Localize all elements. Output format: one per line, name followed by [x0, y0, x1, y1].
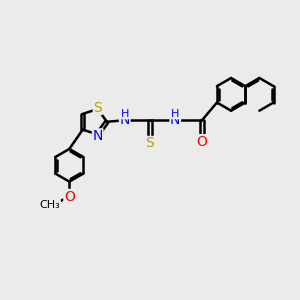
Text: S: S [93, 100, 102, 115]
Text: H: H [171, 109, 179, 119]
Text: O: O [196, 135, 208, 149]
Text: CH₃: CH₃ [40, 200, 60, 210]
Text: N: N [170, 113, 181, 127]
Text: S: S [146, 136, 154, 151]
Text: O: O [64, 190, 75, 203]
Text: N: N [119, 113, 130, 127]
Text: H: H [121, 109, 129, 119]
Text: N: N [92, 129, 103, 143]
